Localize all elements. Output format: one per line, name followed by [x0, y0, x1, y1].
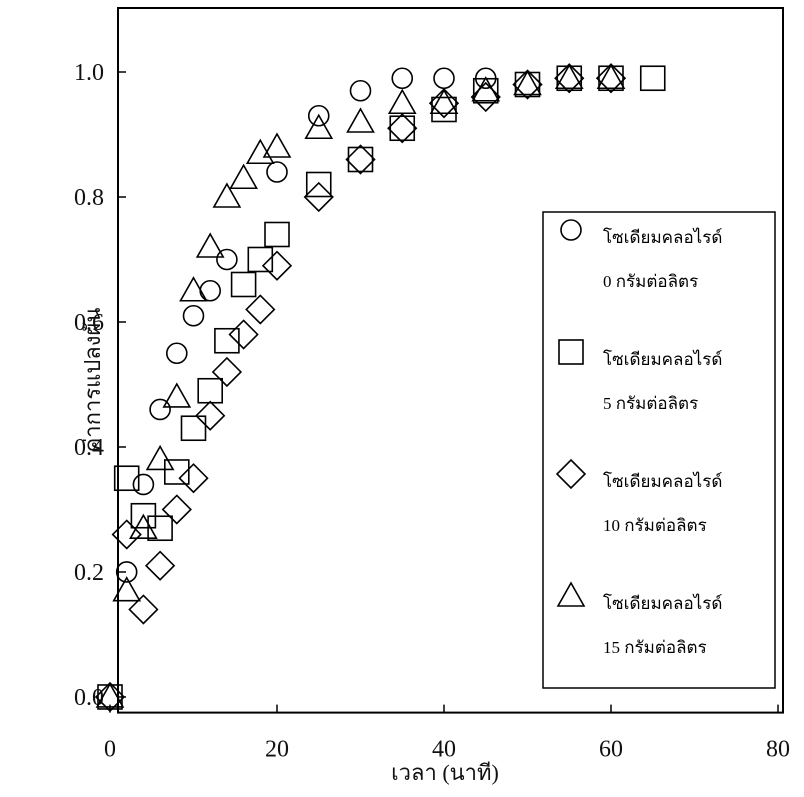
- diamond-marker: [347, 145, 375, 173]
- square-marker: [599, 66, 623, 90]
- triangle-marker: [130, 515, 156, 538]
- legend-entry: โซเดียมคลอไรด์ 10 กรัมต่อลิตร: [603, 468, 773, 538]
- triangle-marker: [247, 140, 273, 163]
- diamond-marker: [388, 114, 416, 142]
- square-marker: [390, 116, 414, 140]
- square-marker: [349, 147, 373, 171]
- legend-label: โซเดียมคลอไรด์ 10 กรัมต่อลิตร: [603, 468, 773, 538]
- legend-entry: โซเดียมคลอไรด์ 15 กรัมต่อลิตร: [603, 590, 773, 660]
- triangle-marker: [598, 65, 624, 88]
- square-marker: [641, 66, 665, 90]
- legend-entry: โซเดียมคลอไรด์ 5 กรัมต่อลิตร: [603, 346, 773, 416]
- x-tick-label: 80: [766, 737, 790, 763]
- triangle-marker: [348, 109, 374, 132]
- legend-entry: โซเดียมคลอไรด์ 0 กรัมต่อลิตร: [603, 224, 773, 294]
- circle-marker: [267, 162, 287, 182]
- legend-label: โซเดียมคลอไรด์ 5 กรัมต่อลิตร: [603, 346, 773, 416]
- square-marker: [265, 222, 289, 246]
- y-tick-label: 0.6: [74, 310, 104, 336]
- diamond-marker: [230, 320, 258, 348]
- legend-label: โซเดียมคลอไรด์ 0 กรัมต่อลิตร: [603, 224, 773, 294]
- diamond-marker: [113, 520, 141, 548]
- legend-label: โซเดียมคลอไรด์ 15 กรัมต่อลิตร: [603, 590, 773, 660]
- circle-marker: [434, 68, 454, 88]
- circle-marker: [184, 306, 204, 326]
- x-tick-label: 0: [104, 737, 116, 763]
- triangle-marker: [431, 90, 457, 113]
- diamond-marker: [213, 358, 241, 386]
- triangle-marker: [231, 165, 257, 188]
- square-marker: [232, 272, 256, 296]
- square-marker: [307, 172, 331, 196]
- diamond-marker: [129, 595, 157, 623]
- square-marker: [557, 66, 581, 90]
- x-tick-label: 20: [265, 737, 289, 763]
- page: เวลา (นาที) ค่าการแปลงผัน 0.00.20.40.60.…: [0, 0, 804, 797]
- diamond-marker: [163, 495, 191, 523]
- circle-marker: [392, 68, 412, 88]
- triangle-marker: [515, 71, 541, 94]
- x-tick-label: 40: [432, 737, 456, 763]
- diamond-marker: [180, 464, 208, 492]
- circle-marker: [167, 343, 187, 363]
- y-tick-label: 0.8: [74, 185, 104, 211]
- diamond-marker: [246, 295, 274, 323]
- triangle-marker: [389, 90, 415, 113]
- x-tick-label: 60: [599, 737, 623, 763]
- square-marker: [516, 72, 540, 96]
- y-tick-label: 1.0: [74, 60, 104, 86]
- diamond-marker: [472, 83, 500, 111]
- triangle-marker: [556, 65, 582, 88]
- y-tick-label: 0.4: [74, 435, 104, 461]
- circle-marker: [351, 81, 371, 101]
- triangle-marker: [147, 446, 173, 469]
- diamond-marker: [263, 252, 291, 280]
- y-tick-label: 0.2: [74, 560, 104, 586]
- x-axis-label: เวลา (นาที): [391, 760, 499, 785]
- square-marker: [182, 416, 206, 440]
- square-marker: [198, 379, 222, 403]
- chart: เวลา (นาที) ค่าการแปลงผัน 0.00.20.40.60.…: [0, 0, 804, 797]
- circle-marker: [200, 281, 220, 301]
- diamond-marker: [146, 552, 174, 580]
- circle-marker: [133, 474, 153, 494]
- triangle-marker: [214, 184, 240, 207]
